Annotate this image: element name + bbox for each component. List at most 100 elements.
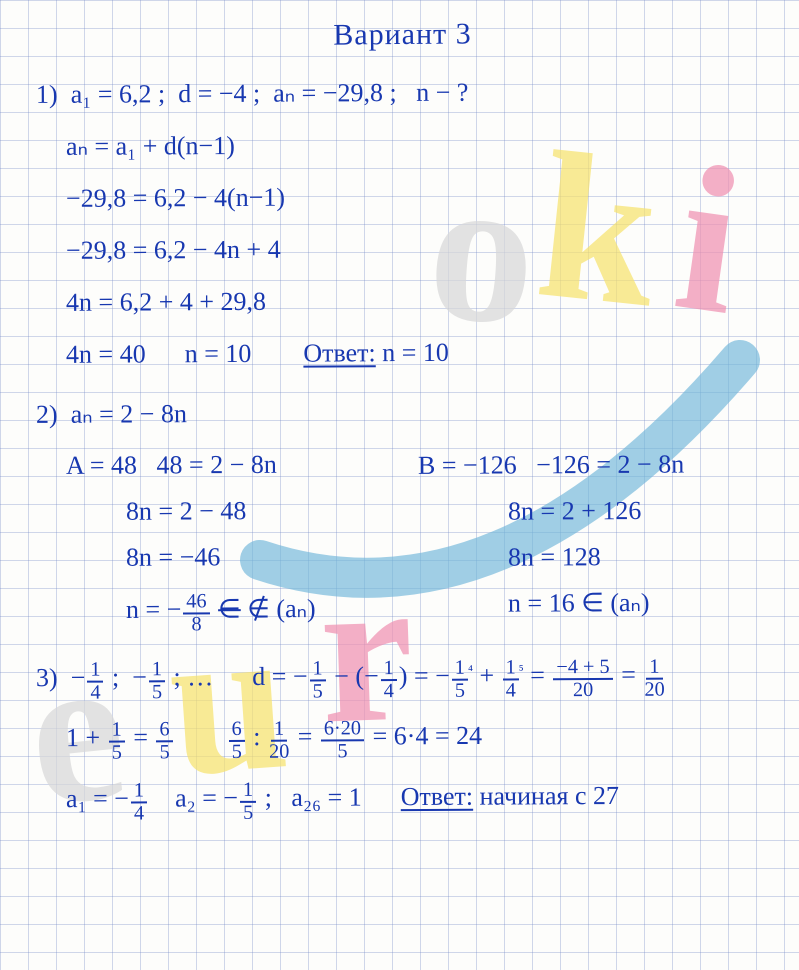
frac: −4 + 520: [553, 657, 612, 700]
n: 1: [309, 659, 325, 681]
frac: 65: [229, 720, 245, 763]
d: 4: [90, 682, 100, 702]
d: 5: [152, 682, 162, 702]
d: 20: [573, 680, 593, 700]
p3-line1: 3) −14 ; −15 ; … d = −15 − (−14) = −15⁴ …: [36, 655, 769, 701]
frac: 15: [309, 659, 325, 702]
p2-a-step1: 8n = −46: [126, 543, 418, 571]
p2-b-label: B = −126: [417, 450, 516, 480]
p2-a-step0: 8n = 2 − 48: [126, 497, 418, 525]
p1-given: 1) a₁ = 6,2 ; d = −4 ; aₙ = −29,8 ; n − …: [36, 78, 769, 108]
p1-step-4-row: 4n = 40 n = 10 Ответ: n = 10: [66, 338, 769, 368]
t: =: [615, 660, 643, 689]
n: 1: [240, 780, 256, 802]
p3-answer-value: начиная с 27: [480, 781, 620, 811]
p3-answer-label: Ответ:: [401, 782, 474, 811]
t: +: [473, 660, 501, 689]
d: 5: [313, 681, 323, 701]
frac: 15: [240, 780, 256, 823]
frac: 14: [131, 781, 147, 824]
p2-a-struck: ∈: [218, 594, 241, 623]
frac: 120: [269, 720, 289, 763]
frac: 15: [109, 721, 125, 764]
p1-answer: Ответ: n = 10: [303, 340, 449, 367]
frac: 14: [503, 658, 519, 701]
p3-answer: Ответ: начиная с 27: [401, 783, 619, 810]
n: 1: [87, 660, 103, 682]
p2-b-step1: 8n = 128: [507, 543, 769, 570]
p2-formula: aₙ = 2 − 8n: [71, 399, 187, 429]
n: 6: [229, 720, 245, 742]
t: ) = −: [399, 661, 450, 690]
p1-answer-value: n = 10: [382, 338, 449, 367]
n: 1: [646, 657, 662, 679]
page-content: Вариант 3 1) a₁ = 6,2 ; d = −4 ; aₙ = −2…: [0, 0, 799, 970]
t: − (−: [328, 661, 379, 690]
p2-a-label: A = 48: [66, 451, 137, 480]
p2-a-res-suf: ∉ (aₙ): [241, 594, 316, 623]
d: 5: [243, 803, 253, 823]
t: 1 +: [66, 723, 107, 752]
p2-a-res-pre: n = −: [126, 595, 181, 624]
p2-b-eq: −126 = 2 − 8n: [536, 450, 684, 480]
t: d = −: [252, 661, 307, 690]
d: 4: [134, 803, 144, 823]
p2-col-b: B = −126 −126 = 2 − 8n 8n = 2 + 126 8n =…: [418, 452, 770, 616]
frac: 65: [156, 720, 172, 763]
t: a₂ = −: [149, 783, 238, 812]
n: 6·20: [321, 719, 364, 741]
n: 1: [131, 781, 147, 803]
t: ; −: [105, 662, 147, 691]
n: 1: [381, 659, 397, 681]
frac: 14: [381, 659, 397, 702]
p3-line3: a₁ = −14 a₂ = −15 ; a₂₆ = 1 Ответ: начин…: [66, 776, 769, 822]
d: 4: [384, 681, 394, 701]
t: = 6·4 = 24: [366, 721, 482, 751]
p2-a-head: A = 48 48 = 2 − 8n: [66, 451, 418, 479]
d: 20: [644, 679, 664, 699]
p1-answer-label: Ответ:: [303, 338, 376, 367]
n: 1: [109, 721, 125, 743]
t: ; …: [167, 662, 213, 691]
p1-step-2: −29,8 = 6,2 − 4n + 4: [66, 234, 769, 264]
n: 1: [149, 660, 165, 682]
d: 5: [232, 742, 242, 762]
frac: 6·205: [321, 719, 364, 762]
d: 4: [506, 680, 516, 700]
t: a₁ = −: [66, 783, 129, 812]
t: =: [524, 660, 552, 689]
t: −: [71, 662, 86, 691]
p1-step-0: aₙ = a₁ + d(n−1): [66, 130, 769, 160]
p2-b-step2: n = 16 ∈ (aₙ): [507, 589, 769, 616]
p1-step-3: 4n = 6,2 + 4 + 29,8: [66, 286, 769, 316]
d: 5: [112, 743, 122, 763]
frac-num: 46: [183, 592, 209, 614]
p2-b-head: B = −126 −126 = 2 − 8n: [417, 451, 769, 479]
spacer: [36, 633, 769, 657]
p1-step-1: −29,8 = 6,2 − 4(n−1): [66, 182, 769, 212]
t: ; a₂₆ = 1: [258, 782, 362, 812]
t: [175, 722, 227, 751]
d: 5: [160, 743, 170, 763]
p2-a-eq: 48 = 2 − 8n: [156, 450, 276, 480]
frac: 14: [87, 660, 103, 703]
p2-b-step0: 8n = 2 + 126: [507, 497, 769, 524]
p2-col-a: A = 48 48 = 2 − 8n 8n = 2 − 48 8n = −46 …: [66, 452, 418, 633]
d: 5: [337, 742, 347, 762]
t: :: [247, 722, 267, 751]
p1-step-4: 4n = 40 n = 10: [66, 339, 251, 369]
n: 6: [156, 720, 172, 742]
p1-given-text: a₁ = 6,2 ; d = −4 ; aₙ = −29,8 ; n − ?: [71, 78, 469, 109]
page-title: Вариант 3: [36, 15, 769, 55]
p3-line2: 1 + 15 = 65 65 : 120 = 6·205 = 6·4 = 24: [66, 715, 769, 761]
p2-formula-row: 2) aₙ = 2 − 8n: [36, 398, 769, 428]
t: =: [127, 723, 155, 752]
d: 20: [269, 742, 289, 762]
frac: 15: [149, 660, 165, 703]
frac: 120: [644, 657, 664, 700]
n: 1: [452, 658, 468, 680]
n: 1: [503, 658, 519, 680]
n: 1: [271, 720, 287, 742]
frac-den: 8: [191, 615, 201, 635]
frac: 15: [452, 658, 468, 701]
